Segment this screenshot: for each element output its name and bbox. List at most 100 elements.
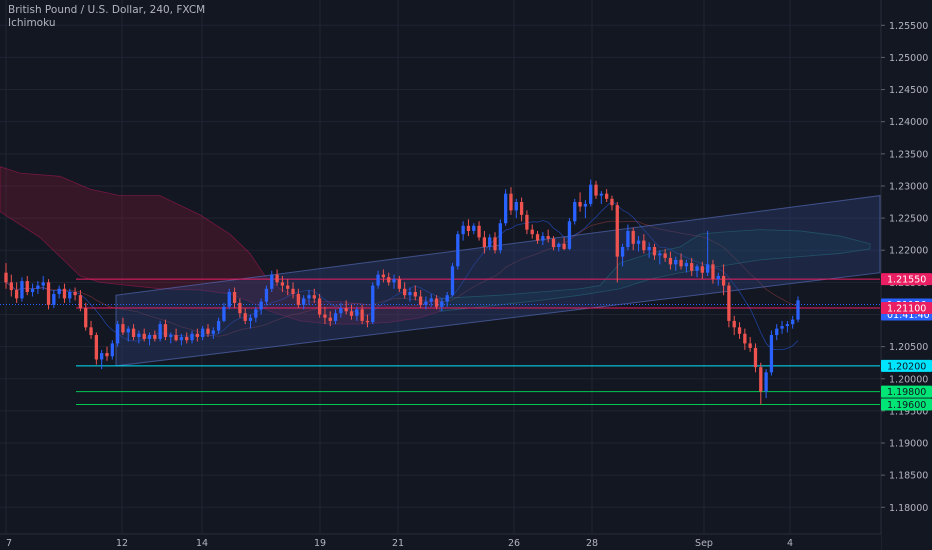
- cloud-bullish: [439, 229, 871, 312]
- candle-body: [684, 263, 689, 267]
- time-tick-label: 4: [787, 538, 793, 549]
- axis-tick-label: 1.19500: [889, 406, 928, 417]
- candle-body: [238, 302, 242, 314]
- price-label-box: [881, 359, 932, 372]
- candle-body: [445, 295, 449, 302]
- candle: [679, 253, 683, 270]
- candle-body: [626, 230, 630, 248]
- candle: [466, 219, 471, 237]
- candle: [589, 179, 593, 207]
- candle: [668, 251, 673, 270]
- candle: [514, 198, 518, 219]
- candle-body: [727, 285, 731, 321]
- candle: [232, 287, 237, 309]
- candle: [599, 191, 603, 204]
- candle: [174, 328, 178, 342]
- candle: [445, 291, 449, 307]
- candle: [732, 315, 736, 336]
- candle-body: [275, 274, 279, 283]
- price-label-text: 1.21550: [887, 275, 926, 286]
- candle-body: [732, 320, 736, 328]
- candle: [440, 298, 444, 312]
- candle: [387, 272, 391, 286]
- candle: [519, 197, 524, 222]
- axis-tick-label: 1.25000: [889, 53, 928, 64]
- candle-body: [291, 288, 295, 294]
- candle-body: [397, 279, 401, 289]
- candle-body: [700, 266, 704, 273]
- candle: [546, 229, 550, 243]
- candle-body: [121, 324, 125, 333]
- candle-body: [280, 282, 285, 286]
- candles: [4, 179, 800, 405]
- candle-body: [206, 328, 210, 334]
- candle: [365, 314, 370, 328]
- time-axis: 7 12 14 19 21 26 28 Sep 4: [0, 533, 881, 550]
- candle: [153, 330, 157, 342]
- candle: [775, 324, 779, 341]
- candle: [20, 277, 24, 302]
- indicator-label[interactable]: Ichimoku: [8, 17, 56, 29]
- kijun-line: [5, 220, 799, 337]
- tenkan-line: [5, 200, 799, 351]
- candle-body: [89, 327, 93, 336]
- price-label-box: [881, 385, 932, 398]
- candle-body: [504, 193, 508, 224]
- candle: [578, 192, 582, 212]
- candle: [211, 327, 215, 339]
- candle-body: [647, 247, 651, 251]
- candle-body: [488, 237, 492, 248]
- candle-body: [147, 335, 152, 339]
- candle: [115, 320, 120, 347]
- candle: [227, 288, 231, 310]
- candle-body: [201, 328, 205, 337]
- axis-tick-label: 1.22000: [889, 246, 928, 257]
- candle-body: [764, 372, 768, 392]
- candle-body: [381, 274, 386, 278]
- candle: [535, 230, 540, 244]
- candle-body: [20, 281, 24, 299]
- candle-body: [371, 285, 375, 323]
- candle-body: [243, 313, 247, 321]
- candle: [769, 330, 774, 376]
- candle: [408, 287, 412, 302]
- candle: [397, 275, 401, 292]
- candle-body: [450, 266, 455, 296]
- candle-body: [466, 225, 471, 231]
- candle-body: [4, 272, 8, 283]
- candle-body: [387, 277, 391, 283]
- candle-body: [355, 309, 359, 316]
- candle: [317, 293, 322, 318]
- candle-body: [796, 300, 800, 320]
- candle-body: [631, 230, 635, 244]
- price-label-resistance: 1.21550: [881, 273, 932, 286]
- candle-body: [312, 295, 316, 299]
- candle-body: [30, 288, 35, 292]
- candle: [216, 317, 221, 334]
- candle: [105, 346, 109, 361]
- axis-tick-label: 1.20000: [889, 374, 928, 385]
- candle-body: [583, 203, 588, 207]
- candle: [254, 306, 258, 323]
- candle-body: [270, 274, 274, 289]
- axis-tick-label: 1.24500: [889, 85, 928, 96]
- candle: [418, 290, 423, 309]
- symbol-title[interactable]: British Pound / U.S. Dollar, 240, FXCM: [8, 4, 206, 16]
- price-labels: 1.215501.2115601:41:401.211001.202001.19…: [881, 273, 932, 411]
- candle: [25, 275, 29, 296]
- candle-body: [169, 335, 173, 337]
- candle: [142, 328, 146, 342]
- candle-body: [317, 298, 322, 315]
- candle: [403, 282, 407, 299]
- candle: [307, 290, 311, 305]
- candle: [46, 279, 51, 310]
- candle: [551, 236, 556, 251]
- candle-body: [429, 298, 433, 302]
- candle-body: [578, 202, 582, 207]
- candle-body: [52, 293, 56, 305]
- candle-body: [775, 328, 779, 336]
- candle: [450, 263, 455, 297]
- candle-body: [328, 317, 332, 321]
